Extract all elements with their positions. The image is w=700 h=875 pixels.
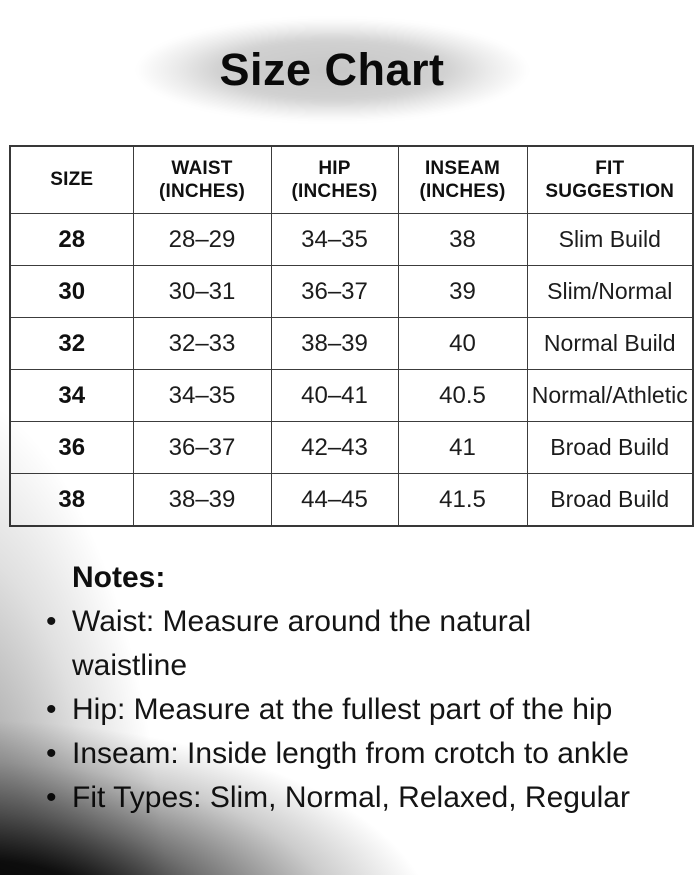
table-row: 30 30–31 36–37 39 Slim/Normal bbox=[9, 265, 694, 318]
table-row: 38 38–39 44–45 41.5 Broad Build bbox=[9, 473, 694, 527]
hip-cell: 42–43 bbox=[270, 421, 399, 474]
header-waist: WAIST (INCHES) bbox=[132, 145, 272, 214]
hip-cell: 36–37 bbox=[270, 265, 399, 318]
header-row: SIZE WAIST (INCHES) HIP (INCHES) INSEAM … bbox=[9, 145, 694, 214]
hip-cell: 44–45 bbox=[270, 473, 399, 527]
hip-cell: 40–41 bbox=[270, 369, 399, 422]
size-cell: 38 bbox=[9, 473, 134, 527]
inseam-cell: 40 bbox=[397, 317, 528, 370]
table-row: 36 36–37 42–43 41 Broad Build bbox=[9, 421, 694, 474]
size-cell: 36 bbox=[9, 421, 134, 474]
header-fit: FIT SUGGESTION bbox=[526, 145, 694, 214]
waist-cell: 36–37 bbox=[132, 421, 272, 474]
size-cell: 28 bbox=[9, 213, 134, 266]
header-size: SIZE bbox=[9, 145, 134, 214]
inseam-cell: 40.5 bbox=[397, 369, 528, 422]
size-chart-table: SIZE WAIST (INCHES) HIP (INCHES) INSEAM … bbox=[9, 145, 694, 527]
waist-cell: 32–33 bbox=[132, 317, 272, 370]
fit-cell: Slim/Normal bbox=[526, 265, 694, 318]
note-item-waist: Waist: Measure around the natural waistl… bbox=[44, 600, 642, 688]
waist-cell: 30–31 bbox=[132, 265, 272, 318]
size-table-body: 28 28–29 34–35 38 Slim Build 30 30–31 36… bbox=[9, 213, 694, 527]
inseam-cell: 41.5 bbox=[397, 473, 528, 527]
notes-section: Notes: Waist: Measure around the natural… bbox=[44, 556, 689, 820]
note-item-inseam: Inseam: Inside length from crotch to ank… bbox=[44, 732, 642, 776]
page-title: Size Chart bbox=[219, 44, 445, 95]
fit-cell: Broad Build bbox=[526, 473, 694, 527]
hip-cell: 38–39 bbox=[270, 317, 399, 370]
inseam-cell: 41 bbox=[397, 421, 528, 474]
size-cell: 32 bbox=[9, 317, 134, 370]
header-inseam: INSEAM (INCHES) bbox=[397, 145, 528, 214]
note-item-fit: Fit Types: Slim, Normal, Relaxed, Regula… bbox=[44, 776, 642, 820]
notes-list: Waist: Measure around the natural waistl… bbox=[44, 600, 689, 820]
inseam-cell: 39 bbox=[397, 265, 528, 318]
fit-cell: Normal Build bbox=[526, 317, 694, 370]
waist-cell: 28–29 bbox=[132, 213, 272, 266]
inseam-cell: 38 bbox=[397, 213, 528, 266]
waist-cell: 38–39 bbox=[132, 473, 272, 527]
size-cell: 30 bbox=[9, 265, 134, 318]
fit-cell: Broad Build bbox=[526, 421, 694, 474]
notes-heading: Notes: bbox=[72, 561, 166, 594]
hip-cell: 34–35 bbox=[270, 213, 399, 266]
size-cell: 34 bbox=[9, 369, 134, 422]
table-row: 32 32–33 38–39 40 Normal Build bbox=[9, 317, 694, 370]
fit-cell: Normal/Athletic bbox=[526, 369, 694, 422]
waist-cell: 34–35 bbox=[132, 369, 272, 422]
fit-cell: Slim Build bbox=[526, 213, 694, 266]
note-item-hip: Hip: Measure at the fullest part of the … bbox=[44, 688, 642, 732]
header-hip: HIP (INCHES) bbox=[270, 145, 399, 214]
table-row: 28 28–29 34–35 38 Slim Build bbox=[9, 213, 694, 266]
table-row: 34 34–35 40–41 40.5 Normal/Athletic bbox=[9, 369, 694, 422]
